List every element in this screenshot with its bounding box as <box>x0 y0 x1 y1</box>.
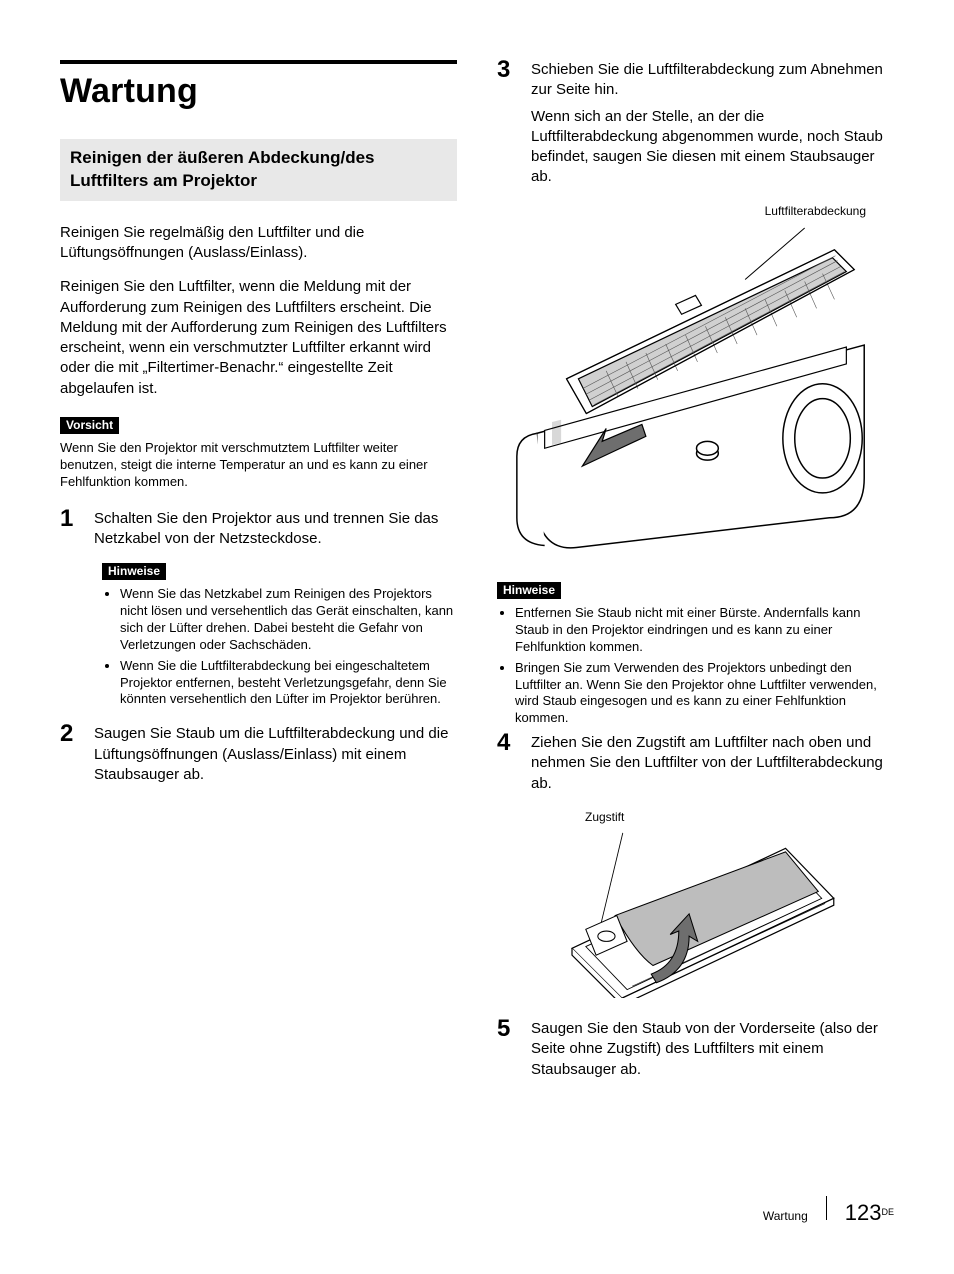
step-1-text: Schalten Sie den Projektor aus und trenn… <box>94 509 457 550</box>
caution-block: Vorsicht Wenn Sie den Projektor mit vers… <box>60 413 457 491</box>
steps-right-4: Ziehen Sie den Zugstift am Luftfilter na… <box>497 733 894 794</box>
step-5-text: Saugen Sie den Staub von der Vorderseite… <box>531 1019 894 1080</box>
section-subtitle: Reinigen der äußeren Abdeckung/des Luftf… <box>70 147 447 193</box>
step-1-note-a: Wenn Sie das Netzkabel zum Reinigen des … <box>120 586 457 654</box>
step-1-note-b: Wenn Sie die Luftfilterabdeckung bei ein… <box>120 658 457 709</box>
title-rule <box>60 60 457 64</box>
footer-page-number: 123 <box>845 1200 882 1225</box>
figure-2-label: Zugstift <box>585 810 894 824</box>
caution-text: Wenn Sie den Projektor mit verschmutztem… <box>60 440 457 491</box>
step-3-notes: Hinweise Entfernen Sie Staub nicht mit e… <box>497 578 894 727</box>
step-5: Saugen Sie den Staub von der Vorderseite… <box>497 1019 894 1080</box>
notes-label-2: Hinweise <box>497 582 561 599</box>
filter-pull-tab-illustration <box>541 826 851 998</box>
figure-2: Zugstift <box>497 810 894 1003</box>
section-subtitle-box: Reinigen der äußeren Abdeckung/des Luftf… <box>60 139 457 201</box>
left-column: Wartung Reinigen der äußeren Abdeckung/d… <box>60 60 457 1096</box>
footer-page-suffix: DE <box>881 1207 894 1217</box>
step-4: Ziehen Sie den Zugstift am Luftfilter na… <box>497 733 894 794</box>
footer-separator <box>826 1196 827 1220</box>
steps-right-3: Schieben Sie die Luftfilterabdeckung zum… <box>497 60 894 188</box>
step-4-text: Ziehen Sie den Zugstift am Luftfilter na… <box>531 733 894 794</box>
intro-paragraph-2: Reinigen Sie den Luftfilter, wenn die Me… <box>60 277 457 399</box>
step-3: Schieben Sie die Luftfilterabdeckung zum… <box>497 60 894 188</box>
right-column: Schieben Sie die Luftfilterabdeckung zum… <box>497 60 894 1096</box>
step-2-text: Saugen Sie Staub um die Luftfilterabdeck… <box>94 724 457 785</box>
steps-left: Schalten Sie den Projektor aus und trenn… <box>60 509 457 785</box>
step-2: Saugen Sie Staub um die Luftfilterabdeck… <box>60 724 457 785</box>
step-3-text-a: Schieben Sie die Luftfilterabdeckung zum… <box>531 60 894 101</box>
notes-label: Hinweise <box>102 563 166 580</box>
steps-right-5: Saugen Sie den Staub von der Vorderseite… <box>497 1019 894 1080</box>
figure-1: Luftfilterabdeckung <box>497 204 894 562</box>
figure-1-label: Luftfilterabdeckung <box>497 204 894 218</box>
footer-section-name: Wartung <box>763 1209 808 1223</box>
step-3-note-a: Entfernen Sie Staub nicht mit einer Bürs… <box>515 605 894 656</box>
step-3-text-b: Wenn sich an der Stelle, an der die Luft… <box>531 107 894 188</box>
intro-paragraph-1: Reinigen Sie regelmäßig den Luftfilter u… <box>60 223 457 264</box>
caution-label: Vorsicht <box>60 417 119 434</box>
page-footer: Wartung 123DE <box>60 1196 894 1226</box>
step-3-note-b: Bringen Sie zum Verwenden des Projektors… <box>515 660 894 728</box>
step-1-notes: Hinweise Wenn Sie das Netzkabel zum Rein… <box>94 559 457 708</box>
step-1: Schalten Sie den Projektor aus und trenn… <box>60 509 457 709</box>
projector-filter-cover-illustration <box>497 220 894 557</box>
page-title: Wartung <box>60 72 457 111</box>
